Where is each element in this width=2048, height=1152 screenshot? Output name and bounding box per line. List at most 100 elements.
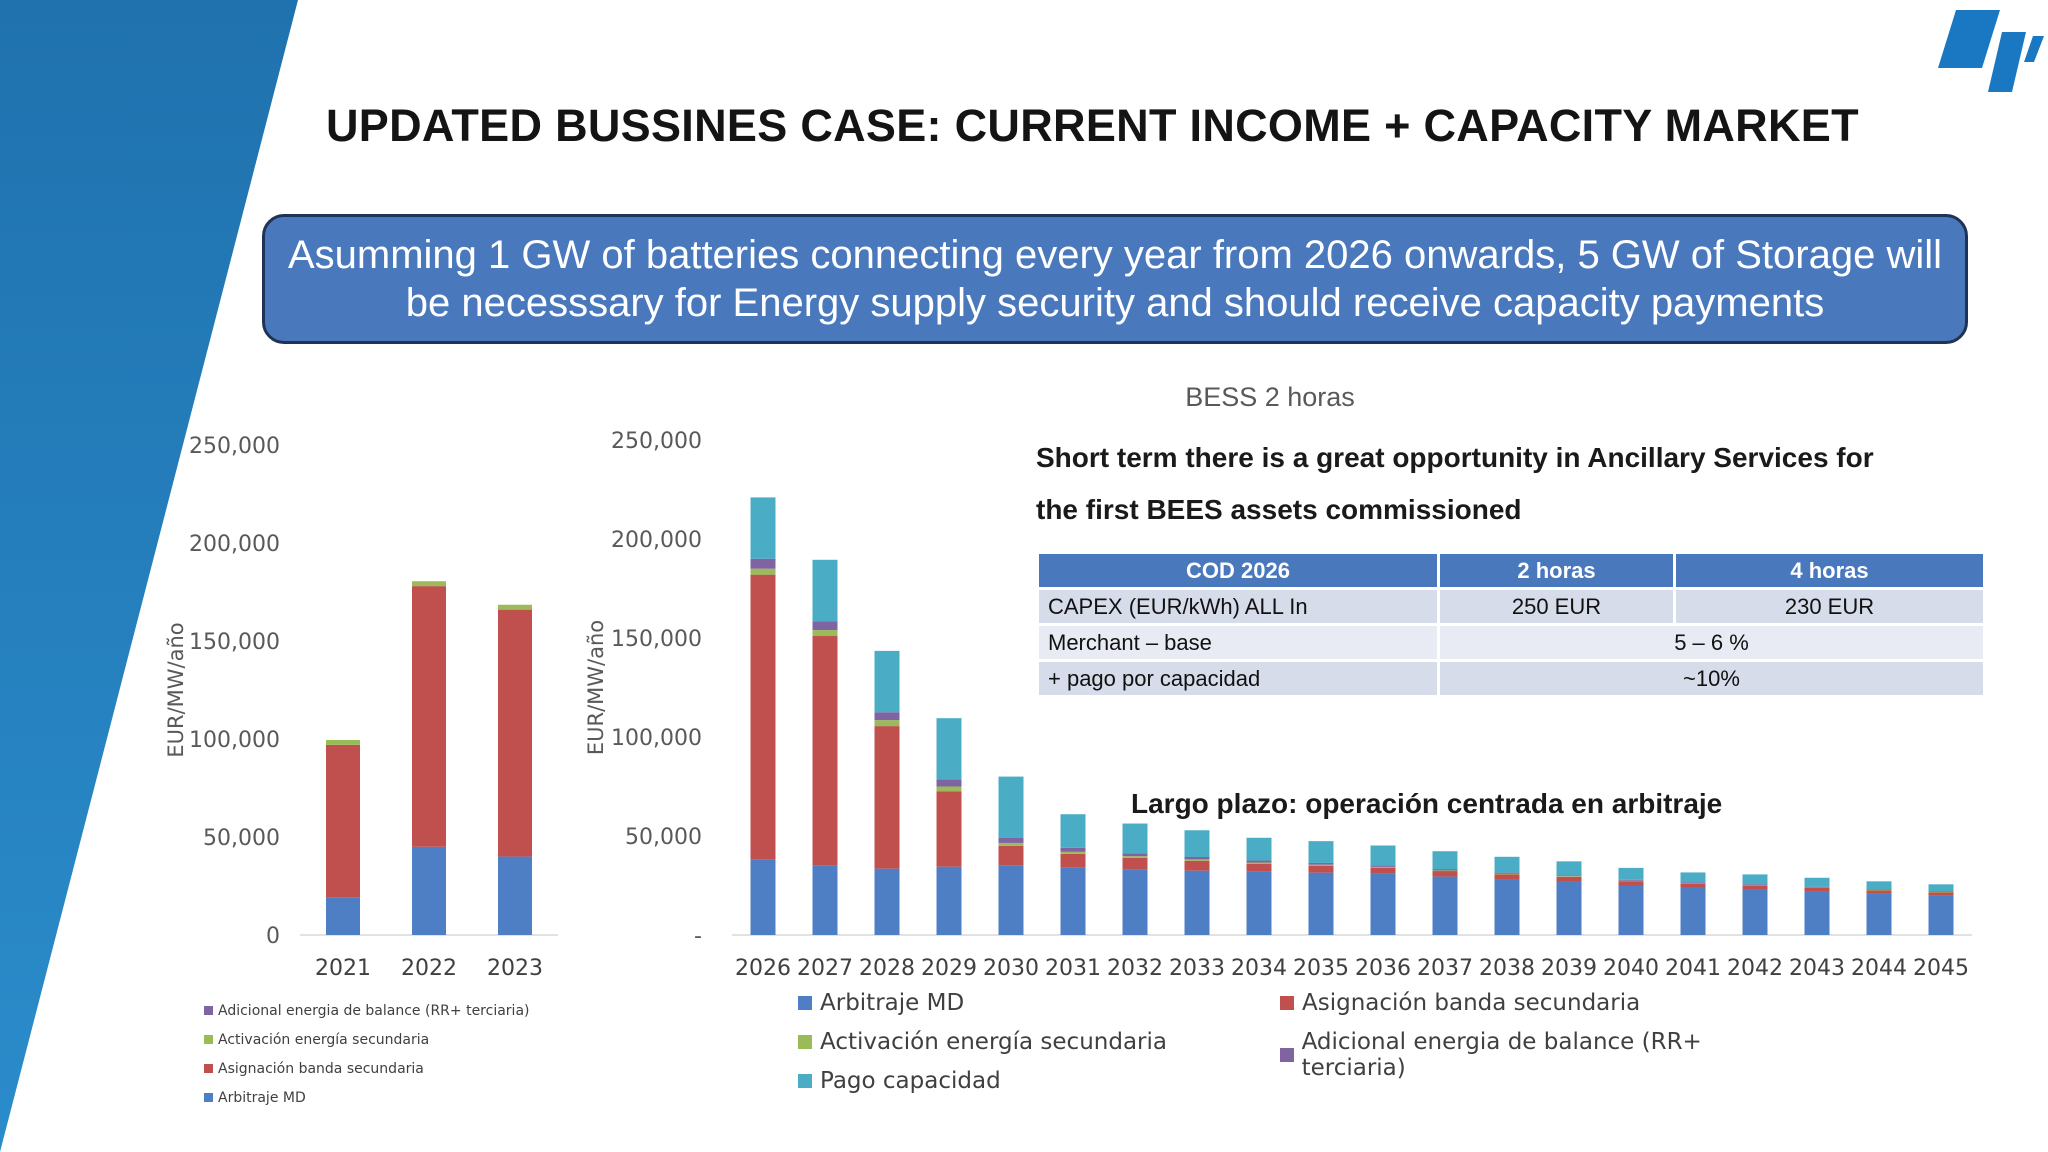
legend-item: Asignación banda secundaria [1280, 990, 1640, 1016]
x-tick-label: 2042 [1727, 956, 1783, 981]
bar-segment-asignacin [326, 744, 360, 898]
legend-item: Adicional energia de balance (RR+ tercia… [1280, 1029, 1798, 1081]
x-tick-label: 2040 [1603, 956, 1659, 981]
bar-segment-pago [1556, 861, 1582, 876]
bar-segment-arbitraje [1680, 887, 1706, 935]
bar-segment-asignacin [1804, 887, 1830, 892]
table-cell-4h: 230 EUR [1673, 587, 1986, 626]
bar-segment-adicional [1804, 886, 1830, 888]
x-tick-label: 2033 [1169, 956, 1225, 981]
x-tick-label: 2038 [1479, 956, 1535, 981]
bar-segment-asignacin [750, 574, 776, 860]
bar-segment-arbitraje [1184, 870, 1210, 935]
bar-segment-pago [936, 718, 962, 780]
bar-segment-pago [1308, 841, 1334, 863]
bar-segment-pago [1432, 851, 1458, 870]
bar-segment-arbitraje [1370, 873, 1396, 935]
x-tick-label: 2035 [1293, 956, 1349, 981]
x-tick-label: 2041 [1665, 956, 1721, 981]
bar-segment-adicional [1308, 862, 1334, 865]
bar-segment-adicional [1370, 865, 1396, 867]
table-cell-label: CAPEX (EUR/kWh) ALL In [1036, 587, 1440, 626]
x-tick-label: 2044 [1851, 956, 1907, 981]
bar-segment-adicional [1556, 875, 1582, 877]
bar-segment-adicional [1246, 860, 1272, 863]
bar-segment-adicional [1060, 847, 1086, 852]
x-tick-label: 2023 [487, 956, 543, 981]
legend-label: Asignación banda secundaria [218, 1060, 424, 1077]
bar-segment-activacin [1618, 880, 1644, 882]
chart-title: BESS 2 horas [1185, 382, 1355, 412]
y-axis-label: EUR/MW/año [584, 620, 608, 755]
x-tick-label: 2037 [1417, 956, 1473, 981]
legend-swatch [204, 1035, 213, 1044]
bar-segment-arbitraje [1122, 869, 1148, 935]
bar-segment-activacin [412, 581, 446, 587]
x-tick-label: 2032 [1107, 956, 1163, 981]
bar-segment-arbitraje [1928, 895, 1954, 935]
x-tick-label: 2045 [1913, 956, 1969, 981]
x-tick-label: 2036 [1355, 956, 1411, 981]
legend-swatch [798, 996, 812, 1010]
legend-item: Arbitraje MD [798, 990, 964, 1016]
bar-segment-activacin [1742, 885, 1768, 886]
bar-segment-activacin [1494, 873, 1520, 875]
bar-segment-pago [998, 776, 1024, 838]
bar-segment-activacin [1308, 864, 1334, 866]
bar-segment-pago [1184, 830, 1210, 857]
bar-segment-pago [1742, 874, 1768, 885]
bar-segment-pago [874, 650, 900, 713]
slide-title: UPDATED BUSSINES CASE: CURRENT INCOME + … [326, 100, 1859, 151]
x-tick-label: 2021 [315, 956, 371, 981]
legend-item: Activación energía secundaria [204, 1025, 530, 1054]
bar-segment-adicional [1618, 879, 1644, 881]
bar-segment-activacin [936, 786, 962, 792]
bar-segment-arbitraje [1060, 867, 1086, 935]
bar-segment-arbitraje [1804, 891, 1830, 935]
legend-label: Activación energía secundaria [218, 1031, 430, 1048]
bar-segment-activacin [1184, 859, 1210, 861]
legend-label: Adicional energia de balance (RR+ tercia… [218, 1002, 530, 1019]
bar-segment-activacin [874, 720, 900, 727]
legend-item: Arbitraje MD [204, 1083, 530, 1112]
bar-segment-arbitraje [1308, 872, 1334, 935]
x-tick-label: 2043 [1789, 956, 1845, 981]
bar-segment-pago [750, 497, 776, 559]
x-tick-label: 2026 [735, 956, 791, 981]
bar-segment-activacin [750, 568, 776, 575]
bar-segment-activacin [1246, 862, 1272, 864]
legend-item: Asignación banda secundaria [204, 1054, 530, 1083]
legend-swatch [798, 1074, 812, 1088]
bar-segment-asignacin [1370, 867, 1396, 874]
forecast-income-chart: - 50,000 100,000 150,000 200,000 250,000 EUR/M… [584, 429, 1972, 981]
legend-label: Arbitraje MD [218, 1089, 306, 1106]
bar-segment-asignacin [936, 791, 962, 867]
bar-segment-activacin [1122, 856, 1148, 858]
x-tick-label: 2028 [859, 956, 915, 981]
legend-item: Pago capacidad [798, 1068, 1001, 1094]
company-logo [1938, 10, 2044, 92]
bar-segment-pago [1122, 823, 1148, 854]
bar-segment-asignacin [1866, 890, 1892, 894]
bar-segment-adicional [936, 779, 962, 787]
bar-segment-arbitraje [812, 865, 838, 935]
y-tick-label: 250,000 [189, 434, 280, 459]
bar-segment-asignacin [874, 726, 900, 869]
y-tick-label: 100,000 [189, 728, 280, 753]
legend-item: Adicional energia de balance (RR+ tercia… [204, 996, 530, 1025]
bar-segment-pago [1866, 881, 1892, 890]
bar-segment-asignacin [1184, 860, 1210, 871]
bar-segment-asignacin [1618, 881, 1644, 886]
legend-label: Pago capacidad [820, 1068, 1001, 1094]
bar-segment-adicional [1494, 872, 1520, 874]
bar-segment-asignacin [1680, 883, 1706, 888]
bar-segment-pago [1804, 877, 1830, 887]
y-tick-label: 150,000 [189, 630, 280, 655]
x-tick-label: 2027 [797, 956, 853, 981]
y-tick-label: 50,000 [625, 825, 702, 850]
table-row: CAPEX (EUR/kWh) ALL In 250 EUR 230 EUR [1036, 587, 1986, 626]
bar-segment-activacin [1060, 851, 1086, 854]
bar-segment-adicional [1928, 891, 1954, 893]
bar-segment-adicional [750, 558, 776, 569]
bar-segment-asignacin [1246, 863, 1272, 872]
